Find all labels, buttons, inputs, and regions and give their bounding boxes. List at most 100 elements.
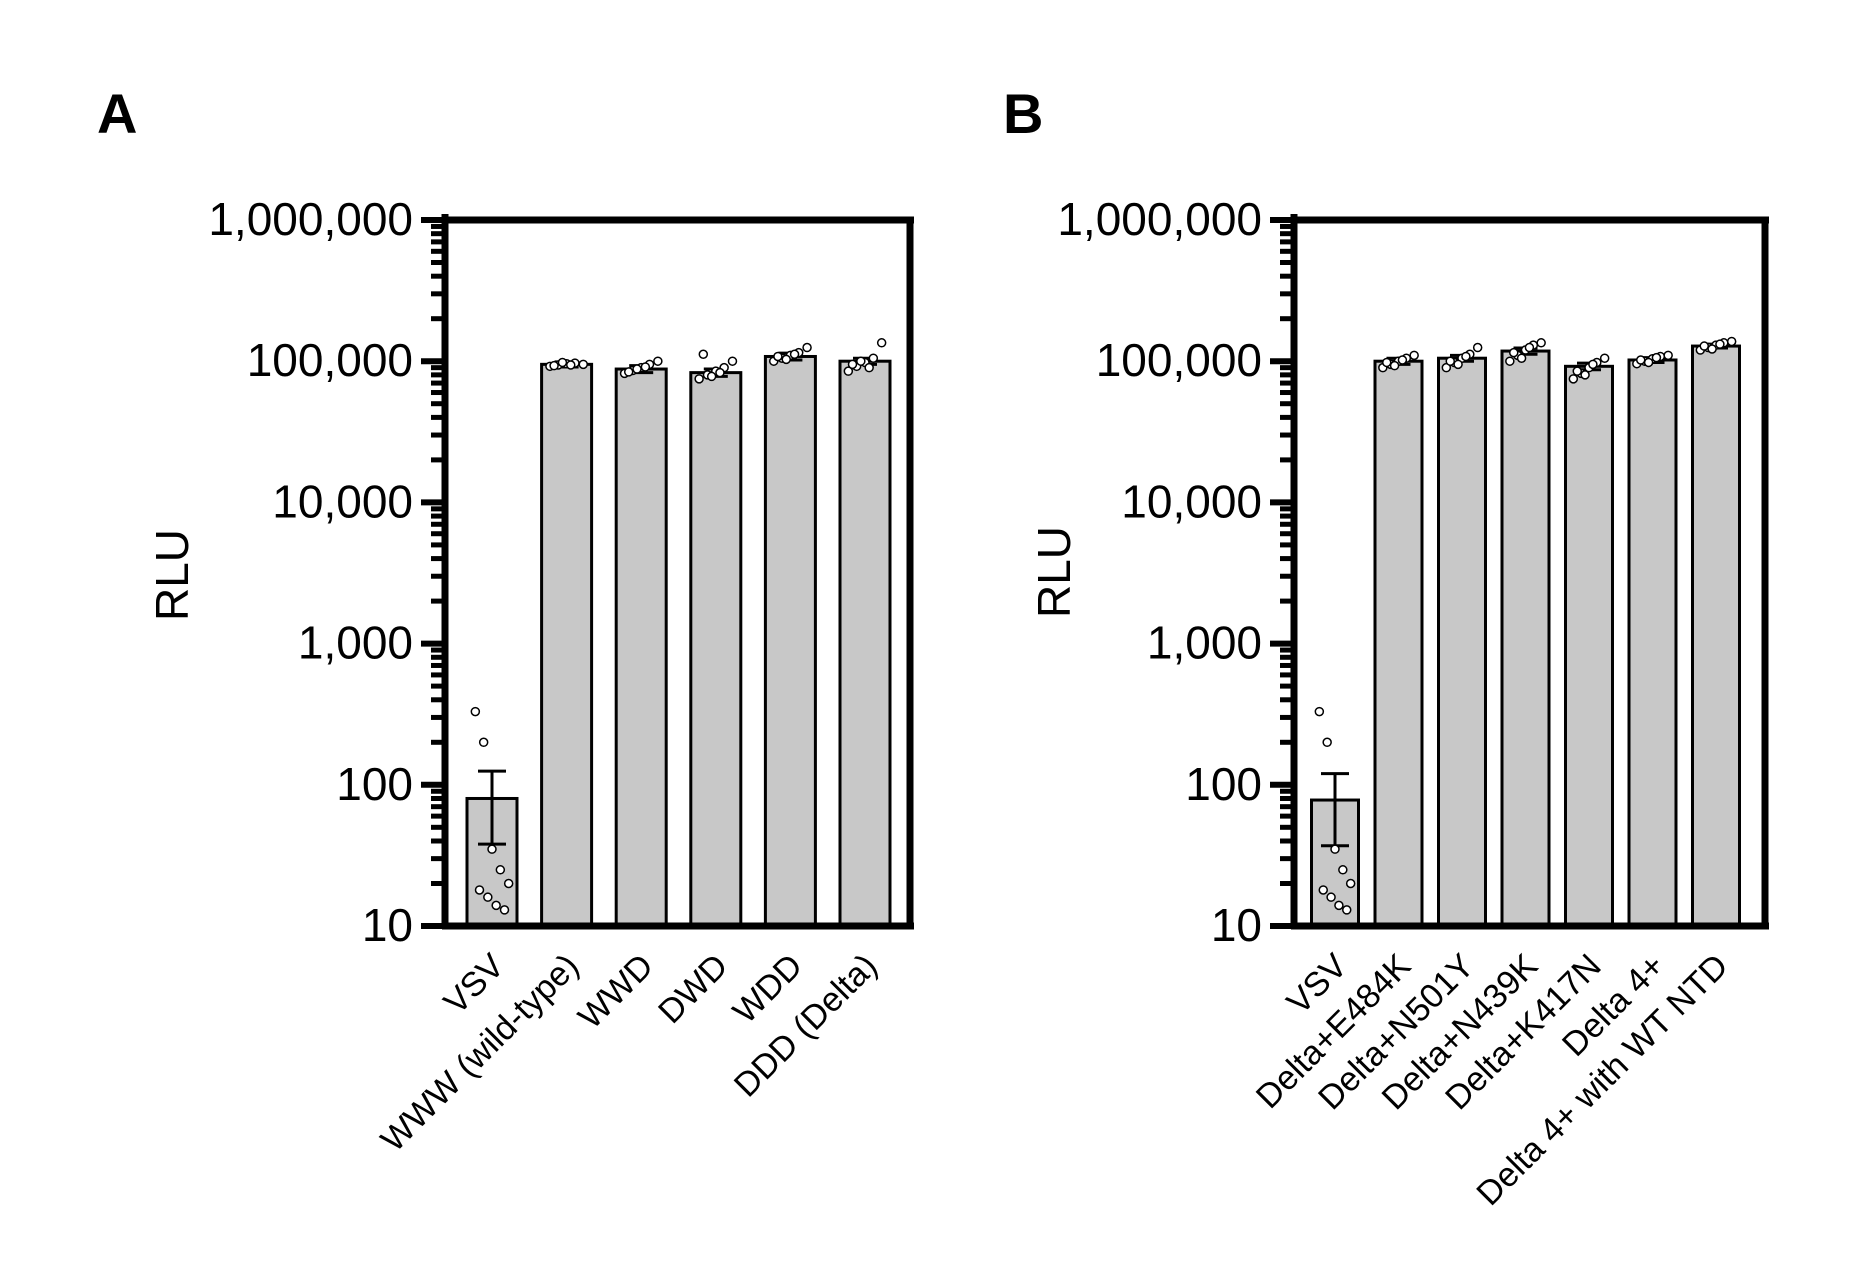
point-2-7 (1461, 351, 1471, 362)
point-5-0 (843, 366, 854, 376)
point-4-4 (802, 342, 812, 353)
point-2-4 (653, 356, 663, 366)
y-tick-label-5: 10 (362, 899, 413, 951)
bar-1 (540, 362, 594, 928)
bar-4 (1564, 364, 1614, 928)
y-tick-label-0: 1,000,000 (1057, 193, 1262, 245)
point-4-6 (781, 354, 791, 365)
y-tick-label-4: 100 (336, 758, 413, 810)
point-2-6 (1453, 359, 1463, 370)
point-2-5 (623, 367, 634, 377)
y-tick-label-1: 100,000 (1096, 334, 1262, 386)
point-0-3 (1338, 865, 1348, 875)
bar-2 (614, 367, 668, 928)
points-group-a (470, 338, 887, 915)
bar-3 (689, 371, 743, 928)
point-0-0 (470, 706, 481, 717)
point-4-7 (1588, 359, 1598, 370)
point-3-4 (1536, 338, 1546, 348)
point-3-7 (1524, 342, 1535, 353)
point-1-4 (1409, 350, 1419, 361)
point-5-6 (856, 356, 866, 366)
point-3-5 (1509, 347, 1519, 358)
point-4-4 (1599, 353, 1610, 363)
point-4-0 (1568, 374, 1579, 384)
bar-5 (838, 359, 892, 928)
points-group-b (1314, 336, 1737, 915)
y-tick-label-4: 100 (1185, 758, 1262, 810)
y-tick-labels-b: 1,000,000 100,000 10,000 1,000 100 10 (1057, 193, 1262, 951)
y-tick-label-0: 1,000,000 (208, 193, 413, 245)
point-0-2 (487, 844, 497, 854)
x-tick-label-3: DWD (651, 947, 735, 1031)
bar-1 (1373, 359, 1424, 928)
y-ticks-a (421, 217, 445, 929)
point-0-7 (1334, 900, 1344, 911)
point-5-5 (847, 359, 858, 370)
point-3-7 (715, 367, 725, 378)
point-0-0 (1314, 706, 1325, 717)
y-tick-label-2: 10,000 (1121, 475, 1262, 527)
point-0-1 (1322, 737, 1332, 748)
point-1-7 (566, 360, 576, 370)
bar-5 (1627, 358, 1678, 928)
error-bars-group-a (478, 351, 877, 846)
point-1-7 (1397, 355, 1408, 365)
point-3-4 (727, 356, 738, 366)
point-4-7 (789, 349, 800, 360)
bar-2 (1437, 356, 1487, 928)
point-2-5 (1445, 356, 1455, 366)
point-0-2 (1330, 844, 1340, 854)
point-0-6 (483, 892, 493, 902)
panel-a: A 1,000,000 100,000 10,000 1,000 100 10 VSVWW… (97, 82, 914, 1159)
point-5-7 (864, 362, 874, 373)
point-5-7 (1651, 352, 1662, 363)
point-0-5 (474, 885, 485, 895)
point-1-6 (1389, 360, 1400, 371)
point-0-8 (1342, 905, 1352, 915)
y-tick-label-2: 10,000 (272, 475, 413, 527)
point-1-4 (578, 359, 589, 370)
point-5-4 (1663, 350, 1673, 361)
y-tick-label-3: 1,000 (298, 617, 413, 669)
y-tick-label-1: 100,000 (247, 334, 413, 386)
y-tick-label-3: 1,000 (1147, 617, 1262, 669)
bar-4 (763, 354, 817, 928)
point-3-0 (694, 374, 704, 384)
axes-b (1290, 214, 1769, 930)
point-3-6 (1516, 353, 1527, 363)
error-bar-0 (478, 769, 506, 846)
point-0-8 (499, 905, 510, 915)
bars-group-b (1310, 344, 1741, 928)
point-1-5 (549, 360, 559, 371)
point-0-3 (495, 865, 506, 875)
y-tick-labels-a: 1,000,000 100,000 10,000 1,000 100 10 (208, 193, 413, 951)
point-0-7 (491, 900, 501, 911)
panel-letter-b: B (1003, 82, 1043, 145)
y-tick-label-5: 10 (1211, 899, 1262, 951)
x-tick-labels-b: VSVDelta+E484KDelta+N501YDelta+N439KDelt… (1249, 947, 1736, 1213)
point-5-3 (868, 353, 879, 363)
point-3-0 (1505, 356, 1515, 366)
point-4-5 (773, 351, 783, 362)
point-6-5 (1699, 341, 1709, 351)
x-tick-label-2: WWD (571, 947, 661, 1037)
point-2-7 (640, 362, 651, 372)
point-1-6 (557, 357, 568, 368)
point-2-6 (632, 364, 642, 374)
point-0-6 (1326, 892, 1336, 902)
point-2-4 (1472, 342, 1483, 353)
point-4-6 (1580, 370, 1590, 380)
point-5-5 (1636, 355, 1646, 365)
panel-b: B 1,000,000 100,000 10,000 1,000 100 10 VSVDe… (1003, 82, 1769, 1213)
point-6-7 (1715, 339, 1725, 349)
y-axis-title-a: RLU (146, 529, 198, 621)
point-4-5 (1572, 366, 1582, 376)
bars-group-a (465, 354, 892, 928)
panel-letter-a: A (97, 82, 137, 145)
point-1-5 (1382, 357, 1392, 368)
point-0-5 (1318, 885, 1328, 895)
point-5-4 (876, 338, 887, 348)
bar-6 (1691, 344, 1741, 928)
